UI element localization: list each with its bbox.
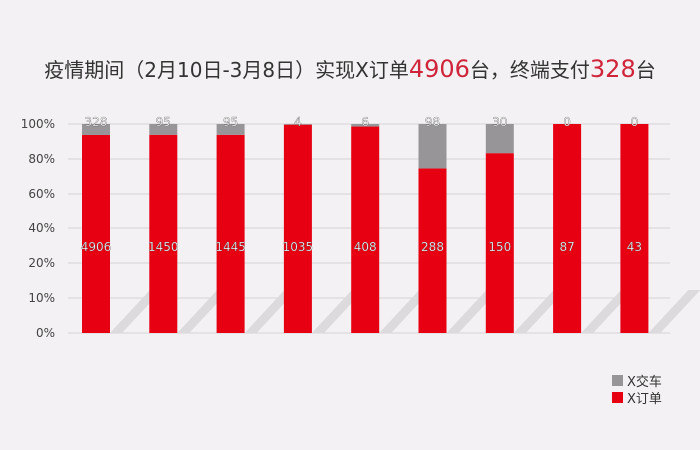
legend-item-delivery: X交车	[612, 371, 662, 390]
bar-shadow	[379, 290, 432, 333]
data-label-delivery: 0	[631, 115, 639, 129]
legend-label: X订单	[627, 392, 662, 407]
data-label-delivery: 95	[223, 115, 238, 129]
bar-orders	[216, 134, 245, 333]
bar-orders	[283, 124, 312, 333]
data-label-orders: 4906	[81, 240, 112, 254]
bar-delivery	[418, 124, 447, 169]
chart-title: 疫情期间（2月10日-3月8日）实现X订单4906台，终端支付328台	[0, 54, 700, 83]
bar-orders	[149, 134, 178, 333]
y-tick-label: 0%	[36, 326, 55, 340]
data-label-orders: 87	[559, 240, 574, 254]
data-label-orders: 43	[627, 240, 642, 254]
bar-orders	[82, 134, 110, 333]
bar-delivery	[216, 124, 245, 135]
bar-delivery	[351, 124, 380, 127]
y-tick-label: 80%	[28, 152, 55, 166]
bar-shadow	[244, 290, 297, 333]
title-text-3: 台	[635, 58, 656, 82]
y-tick-label: 10%	[28, 291, 55, 305]
data-label-delivery: 95	[156, 115, 171, 129]
bar-shadow	[177, 290, 230, 333]
legend-swatch	[612, 392, 623, 403]
bar-delivery	[283, 124, 312, 125]
bar-shadow	[446, 290, 499, 333]
bar-orders	[351, 126, 380, 334]
title-paid: 328	[589, 55, 636, 83]
title-orders: 4906	[408, 55, 470, 83]
bar-shadow	[311, 290, 364, 333]
legend-swatch	[612, 375, 623, 386]
title-text-2: 台，终端支付	[469, 58, 590, 82]
bar-shadow	[648, 290, 700, 333]
data-label-delivery: 4	[294, 115, 302, 129]
y-tick-label: 60%	[28, 187, 55, 201]
data-label-delivery: 30	[492, 115, 507, 129]
y-tick-label: 40%	[28, 221, 55, 235]
legend-item-orders: X订单	[612, 388, 662, 407]
bar-orders	[553, 124, 582, 333]
data-label-orders: 408	[354, 240, 377, 254]
bar-orders	[418, 168, 447, 333]
bar-delivery	[485, 124, 514, 154]
data-label-delivery: 98	[425, 115, 440, 129]
data-label-delivery: 0	[563, 115, 571, 129]
data-label-orders: 1035	[283, 240, 314, 254]
data-label-delivery: 328	[85, 115, 108, 129]
bar-shadow	[513, 290, 566, 333]
y-tick-label: 100%	[21, 117, 55, 131]
data-label-delivery: 6	[361, 115, 369, 129]
title-text: 疫情期间（2月10日-3月8日）实现X订单	[44, 58, 409, 82]
data-label-orders: 1450	[148, 240, 179, 254]
y-tick-label: 20%	[28, 256, 55, 270]
data-label-orders: 1445	[215, 240, 246, 254]
legend-label: X交车	[627, 375, 662, 390]
bar-orders	[620, 124, 649, 333]
bar-orders	[485, 153, 514, 333]
data-label-orders: 288	[421, 240, 444, 254]
bar-shadow	[110, 290, 162, 333]
bar-delivery	[82, 124, 110, 135]
bar-delivery	[149, 124, 178, 135]
bar-shadow	[581, 290, 634, 333]
data-label-orders: 150	[488, 240, 511, 254]
